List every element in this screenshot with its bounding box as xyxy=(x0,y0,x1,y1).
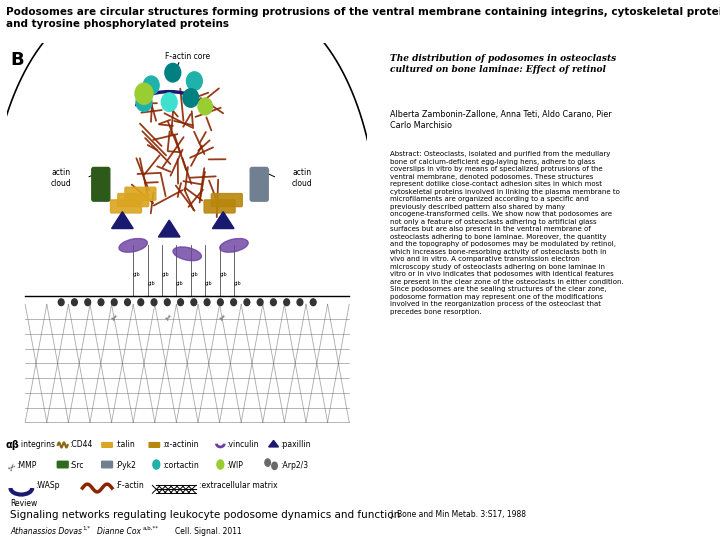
Circle shape xyxy=(165,63,181,82)
Text: ✂: ✂ xyxy=(217,312,229,322)
Circle shape xyxy=(191,299,197,306)
Text: gib: gib xyxy=(220,272,227,278)
Text: αβ: αβ xyxy=(6,440,19,450)
Circle shape xyxy=(186,72,202,90)
Text: F-actin core: F-actin core xyxy=(165,52,210,60)
Text: :paxillin: :paxillin xyxy=(281,440,311,449)
Ellipse shape xyxy=(173,247,202,261)
Text: J. Bone and Min Metab. 3:S17, 1988: J. Bone and Min Metab. 3:S17, 1988 xyxy=(390,510,526,518)
Text: :Src: :Src xyxy=(70,461,84,470)
Polygon shape xyxy=(212,212,234,228)
Text: gib: gib xyxy=(234,281,241,286)
FancyBboxPatch shape xyxy=(125,187,156,200)
FancyBboxPatch shape xyxy=(102,443,112,447)
Text: :Arp2/3: :Arp2/3 xyxy=(281,461,309,470)
Text: :vinculin: :vinculin xyxy=(226,440,258,449)
Circle shape xyxy=(271,462,277,469)
Text: gib: gib xyxy=(162,272,169,278)
Text: ✂: ✂ xyxy=(163,312,175,322)
FancyBboxPatch shape xyxy=(58,461,68,468)
Circle shape xyxy=(85,299,91,306)
Circle shape xyxy=(257,299,263,306)
Circle shape xyxy=(271,299,276,306)
Text: gib: gib xyxy=(133,272,140,278)
Text: gib: gib xyxy=(191,272,198,278)
Circle shape xyxy=(151,299,157,306)
Circle shape xyxy=(135,83,153,104)
Text: Cell. Signal. 2011: Cell. Signal. 2011 xyxy=(175,527,242,536)
Circle shape xyxy=(71,299,77,306)
FancyBboxPatch shape xyxy=(204,200,235,213)
Circle shape xyxy=(310,299,316,306)
Circle shape xyxy=(230,299,236,306)
Circle shape xyxy=(153,460,160,469)
Text: :Pyk2: :Pyk2 xyxy=(115,461,136,470)
Circle shape xyxy=(204,299,210,306)
Text: :α-actinin: :α-actinin xyxy=(162,440,199,449)
Text: Athanassios Dovas: Athanassios Dovas xyxy=(10,527,82,536)
Text: :CD44: :CD44 xyxy=(70,440,93,449)
FancyBboxPatch shape xyxy=(111,200,141,213)
Text: Dianne Cox: Dianne Cox xyxy=(97,527,141,536)
Circle shape xyxy=(265,459,271,466)
Ellipse shape xyxy=(220,239,248,252)
Circle shape xyxy=(98,299,104,306)
Text: ✂: ✂ xyxy=(109,312,121,322)
Circle shape xyxy=(143,76,159,94)
Circle shape xyxy=(164,299,170,306)
Circle shape xyxy=(136,93,152,111)
Text: :WASp: :WASp xyxy=(35,482,60,490)
Text: Abstract: Osteoclasts, isolated and purified from the medullary
bone of calcium-: Abstract: Osteoclasts, isolated and puri… xyxy=(390,151,624,315)
Circle shape xyxy=(183,89,199,107)
Text: actin
cloud: actin cloud xyxy=(51,168,71,188)
Text: a,b,**: a,b,** xyxy=(143,526,159,531)
Ellipse shape xyxy=(119,239,148,252)
FancyBboxPatch shape xyxy=(118,193,148,207)
Text: 1,*: 1,* xyxy=(82,526,90,531)
Circle shape xyxy=(178,299,184,306)
Text: gib: gib xyxy=(176,281,184,286)
Polygon shape xyxy=(112,212,133,228)
Text: :talin: :talin xyxy=(115,440,135,449)
Text: Review: Review xyxy=(10,499,37,508)
Circle shape xyxy=(125,299,130,306)
Circle shape xyxy=(244,299,250,306)
Polygon shape xyxy=(269,441,279,447)
FancyBboxPatch shape xyxy=(149,443,160,447)
Text: : integrins: : integrins xyxy=(17,440,55,449)
Text: gib: gib xyxy=(148,281,155,286)
Circle shape xyxy=(297,299,303,306)
Text: :MMP: :MMP xyxy=(17,461,37,470)
Circle shape xyxy=(112,299,117,306)
Circle shape xyxy=(161,93,177,111)
Text: :WIP: :WIP xyxy=(226,461,243,470)
FancyBboxPatch shape xyxy=(212,193,242,207)
Circle shape xyxy=(217,460,224,469)
Text: :F-actin: :F-actin xyxy=(115,482,144,490)
Text: actin
cloud: actin cloud xyxy=(292,168,312,188)
Circle shape xyxy=(138,299,144,306)
Circle shape xyxy=(58,299,64,306)
Circle shape xyxy=(284,299,289,306)
Text: Podosomes are circular structures forming protrusions of the ventral membrane co: Podosomes are circular structures formin… xyxy=(6,8,720,29)
Text: Alberta Zambonin-Zallone, Anna Teti, Aldo Carano, Pier
Carlo Marchisio: Alberta Zambonin-Zallone, Anna Teti, Ald… xyxy=(390,110,611,130)
FancyBboxPatch shape xyxy=(102,461,112,468)
Text: ✂: ✂ xyxy=(6,461,19,474)
Text: :cortactin: :cortactin xyxy=(162,461,199,470)
FancyBboxPatch shape xyxy=(251,167,268,201)
Polygon shape xyxy=(158,220,180,237)
FancyBboxPatch shape xyxy=(92,167,110,201)
Circle shape xyxy=(198,98,212,115)
Circle shape xyxy=(217,299,223,306)
Text: gib: gib xyxy=(205,281,212,286)
Text: :extracellular matrix: :extracellular matrix xyxy=(199,482,277,490)
Text: B: B xyxy=(10,51,24,69)
Text: The distribution of podosomes in osteoclasts
cultured on bone laminae: Effect of: The distribution of podosomes in osteocl… xyxy=(390,53,616,75)
Text: Signaling networks regulating leukocyte podosome dynamics and function: Signaling networks regulating leukocyte … xyxy=(10,510,400,519)
